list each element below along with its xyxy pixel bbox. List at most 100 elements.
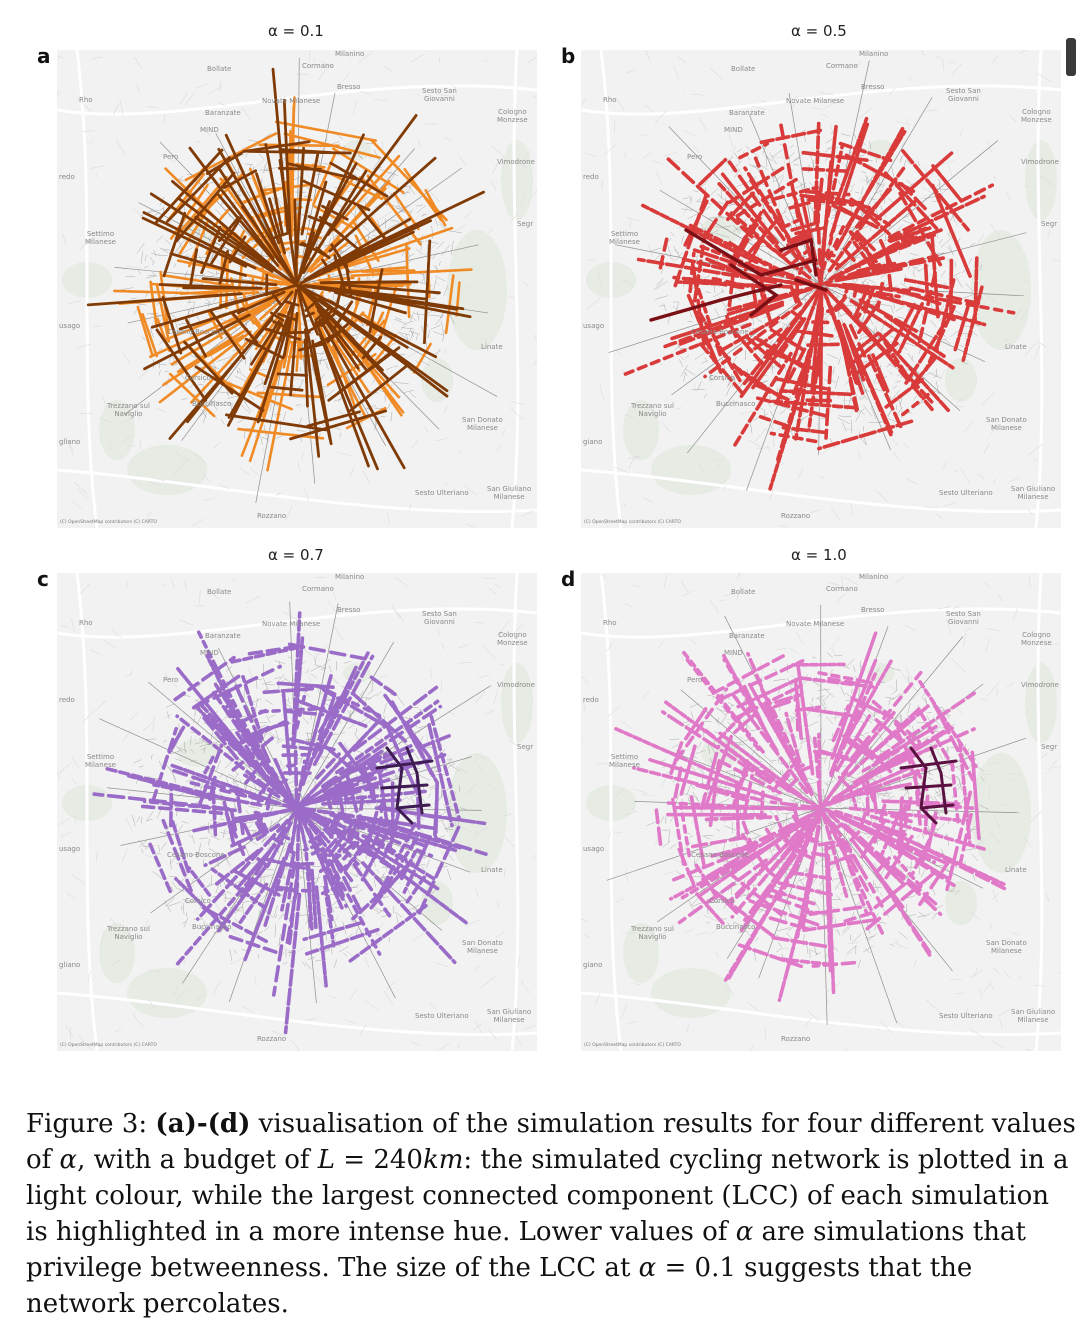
map-canvas [57,573,537,1051]
town-label: Rho [603,96,617,104]
town-label: usago [583,322,605,330]
town-label: Baranzate [205,109,241,117]
town-label: Segr [1041,743,1058,751]
panel-c-letter: c [37,567,49,591]
town-label: Trezzano sul Naviglio [107,925,150,941]
town-label: Baranzate [729,109,765,117]
town-label: Segr [1041,220,1058,228]
town-label: Vimodrone [497,681,535,689]
town-label: San Giuliano Milanese [487,1008,532,1024]
town-label: Buccinasco [192,400,232,408]
town-label: Segr [517,220,534,228]
town-label: Sesto San Giovanni [946,610,981,626]
caption-budget-value: = 240 [335,1145,423,1175]
town-label: Vimodrone [497,158,535,166]
town-label: Rho [79,619,93,627]
highway-lines [581,50,1061,528]
town-label: Linate [1005,866,1027,874]
town-label: Sesto Ulteriano [939,1012,993,1020]
cycling-network [618,116,1016,491]
map-panel-a: Bollate Cormano Bresso Sesto San Giovanni Nov… [57,50,537,528]
town-label: Cologno Monzese [497,631,528,647]
town-label: Settimo Milanese [85,230,116,246]
town-label: Bresso [337,83,361,91]
map-attribution: (C) OpenStreetMap contributors (C) CARTO [60,520,157,525]
town-label: Novate Milanese [786,97,845,105]
town-label: Settimo Milanese [609,753,640,769]
caption-text-5: = 0.1 suggests that the network percolat… [26,1253,973,1319]
town-label: San Donato Milanese [462,416,503,432]
town-label: Milanino [335,50,365,58]
town-label: Cesano Boscone [691,328,749,336]
cycling-network [92,611,488,1035]
town-label: Bresso [861,606,885,614]
panel-d-letter: d [561,567,576,591]
town-label: Pero [687,153,703,161]
town-label: MIND [200,126,219,134]
town-label: Milanino [335,573,365,581]
cycling-network [612,631,1008,1002]
town-label: Bollate [731,588,756,596]
map-attribution: (C) OpenStreetMap contributors (C) CARTO [584,1043,681,1048]
town-label: Buccinasco [716,400,756,408]
town-label: Cesano Boscone [167,328,225,336]
map-panel-b: Bollate Cormano Bresso Sesto San Giovanni Nov… [581,50,1061,528]
town-label: Trezzano sul Naviglio [107,402,150,418]
town-label: Pero [687,676,703,684]
town-label: Bresso [861,83,885,91]
town-label: Bollate [207,588,232,596]
map-panel-c: Bollate Cormano Bresso Sesto San Giovanni Nov… [57,573,537,1051]
town-label: San Donato Milanese [986,939,1027,955]
town-label: Linate [1005,343,1027,351]
town-label: Baranzate [205,632,241,640]
town-label: Linate [481,866,503,874]
map-canvas [581,573,1061,1051]
town-label: Buccinasco [716,923,756,931]
town-label: Cesano Boscone [691,851,749,859]
town-label: Rozzano [257,512,287,520]
town-label: Milanino [859,50,889,58]
town-label: Novate Milanese [786,620,845,628]
panel-c-title: α = 0.7 [268,546,324,564]
town-label: Vimodrone [1021,158,1059,166]
town-label: Linate [481,343,503,351]
caption-text-4: are simulations that privilege betweenne… [26,1217,1026,1283]
town-label: MIND [724,649,743,657]
caption-budget-symbol: L [317,1145,336,1175]
town-label: San Donato Milanese [986,416,1027,432]
map-panel-d: Bollate Cormano Bresso Sesto San Giovanni Nov… [581,573,1061,1051]
town-label: Sesto San Giovanni [422,87,457,103]
town-label: Cologno Monzese [1021,631,1052,647]
town-label: redo [583,696,599,704]
town-label: redo [59,173,75,181]
caption-prefix: Figure 3: [26,1109,156,1139]
town-label: Corsico [709,897,735,905]
town-label: gliano [59,438,81,446]
town-label: Cormano [826,62,858,70]
largest-connected-component [86,67,485,471]
town-label: Buccinasco [192,923,232,931]
town-label: Bresso [337,606,361,614]
town-label: Rho [603,619,617,627]
town-label: Cologno Monzese [1021,108,1052,124]
highway-lines [581,573,1061,1051]
town-label: San Giuliano Milanese [1011,1008,1056,1024]
town-label: Rho [79,96,93,104]
town-label: Milanino [859,573,889,581]
town-label: Bollate [207,65,232,73]
town-label: Sesto Ulteriano [415,489,469,497]
scrollbar[interactable] [1066,38,1076,76]
town-label: Settimo Milanese [85,753,116,769]
town-label: usago [583,845,605,853]
largest-connected-component [899,746,958,825]
caption-alpha-1: α [59,1145,78,1175]
town-label: Cesano Boscone [167,851,225,859]
caption-alpha-2: α [735,1217,754,1247]
town-label: San Giuliano Milanese [1011,485,1056,501]
town-label: Rozzano [781,1035,811,1043]
town-label: MIND [200,649,219,657]
town-label: MIND [724,126,743,134]
caption-text-1: visualisation of the simulation results … [26,1109,1076,1175]
town-label: Sesto Ulteriano [939,489,993,497]
largest-connected-component [649,228,828,322]
